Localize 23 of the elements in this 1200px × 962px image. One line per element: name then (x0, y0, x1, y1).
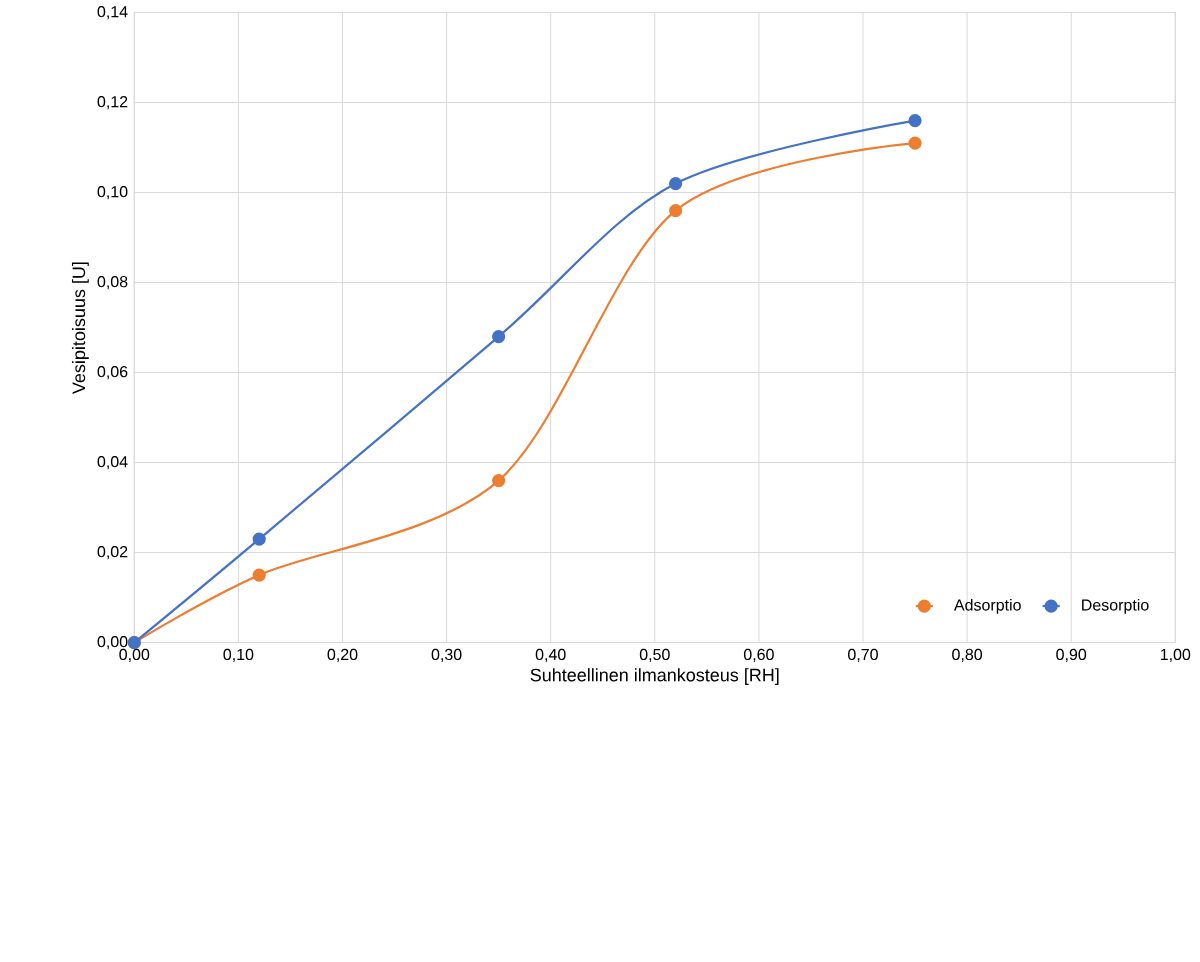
x-tick-label: 0,40 (535, 648, 566, 662)
x-tick-label: 0,50 (639, 648, 670, 662)
y-tick-label: 0,02 (97, 545, 128, 560)
x-tick-label: 1,00 (1160, 648, 1191, 662)
y-tick-label: 0,08 (97, 275, 128, 290)
legend-label: Desorptio (1082, 598, 1149, 614)
y-tick-label: 0,06 (97, 365, 128, 380)
x-tick-label: 0,20 (327, 648, 358, 662)
y-tick-label: 0,00 (97, 635, 128, 650)
x-tick-label: 0,00 (119, 648, 150, 662)
x-tick-label: 0,90 (1056, 648, 1087, 662)
y-tick-label: 0,12 (97, 95, 128, 110)
y-tick-label: 0,14 (97, 5, 128, 20)
y-tick-label: 0,04 (97, 455, 128, 470)
x-tick-label: 0,80 (952, 648, 983, 662)
x-axis-title: Suhteellinen ilmankosteus [RH] (530, 668, 779, 685)
x-tick-label: 0,60 (743, 648, 774, 662)
y-axis-title: Vesipitoisuus [U] (71, 262, 89, 394)
legend-label: Adsorptio (953, 598, 1021, 614)
x-tick-label: 0,10 (223, 648, 254, 662)
x-tick-label: 0,70 (848, 648, 878, 662)
y-tick-label: 0,10 (97, 185, 128, 200)
x-tick-label: 0,30 (431, 648, 462, 662)
